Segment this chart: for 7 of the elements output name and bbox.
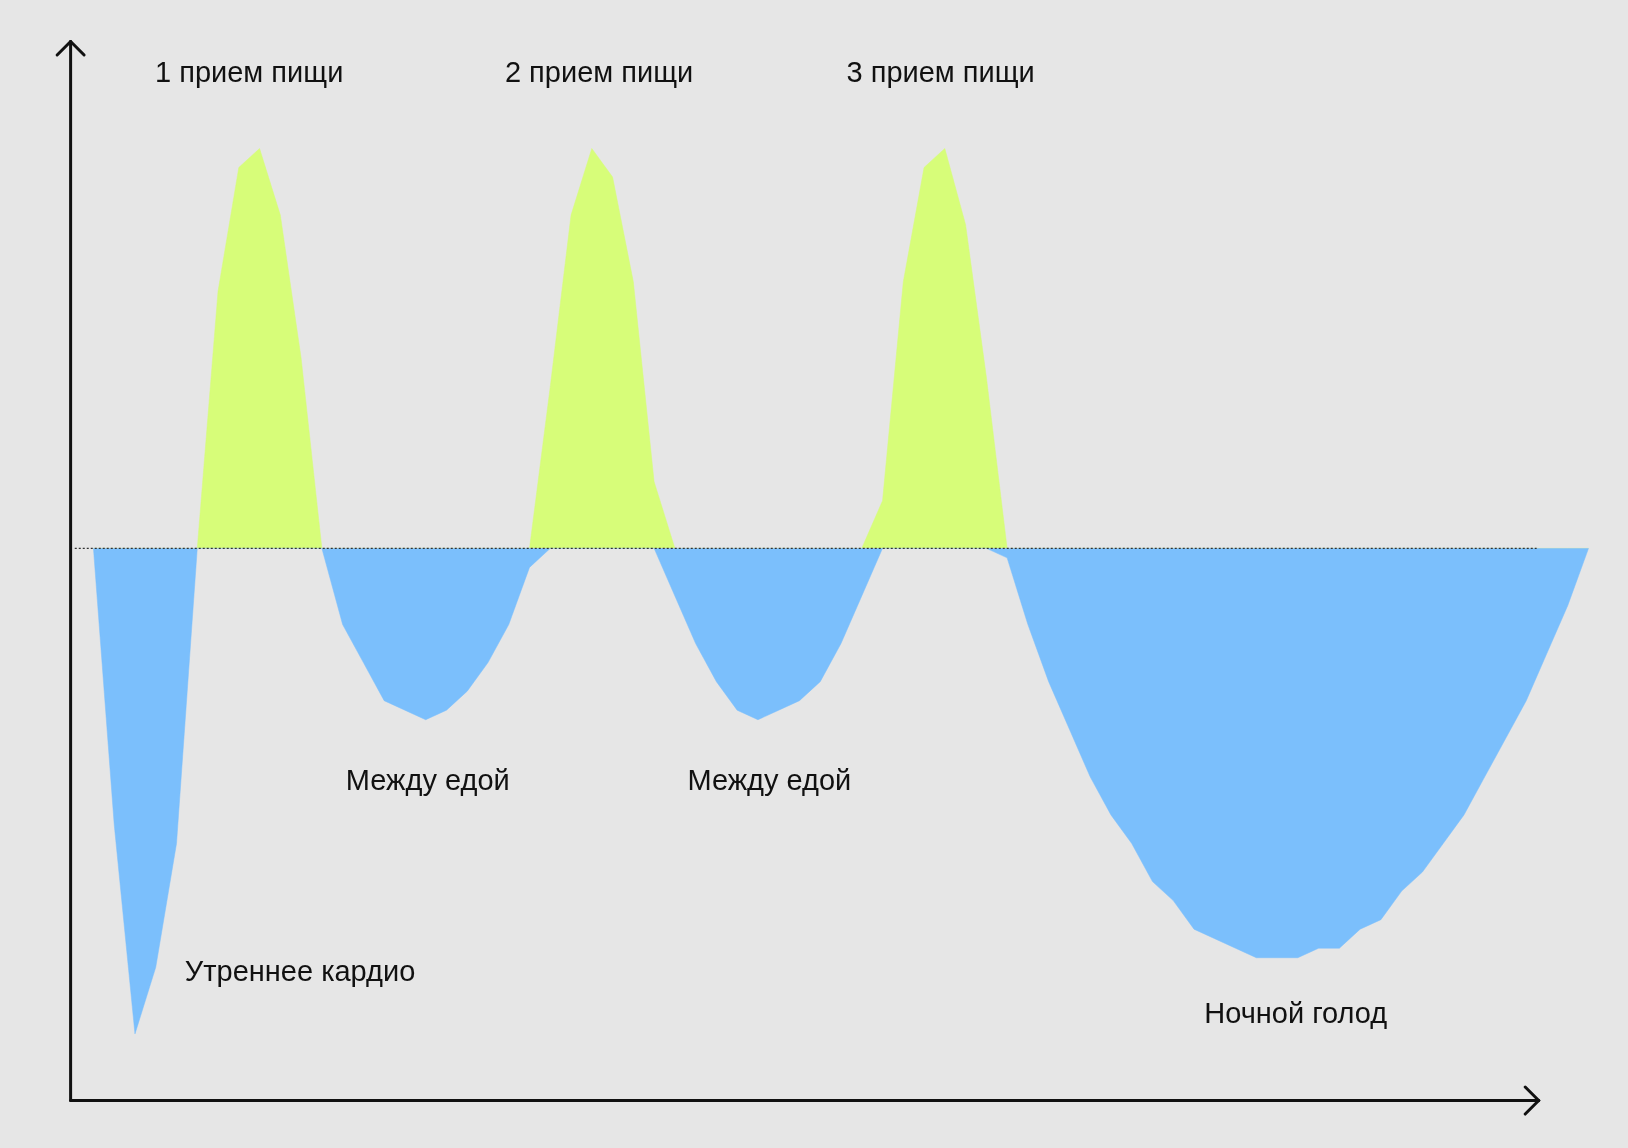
text: 1 прием пищи [155, 55, 344, 88]
annotation: Между едой [345, 763, 510, 796]
annotation: Утреннее кардио [184, 954, 416, 987]
annotation: Между едой [687, 763, 852, 796]
text: 3 прием пищи [846, 55, 1035, 88]
text: 2 прием пищи [504, 55, 694, 88]
annotation: Ночной голод [1204, 997, 1388, 1030]
